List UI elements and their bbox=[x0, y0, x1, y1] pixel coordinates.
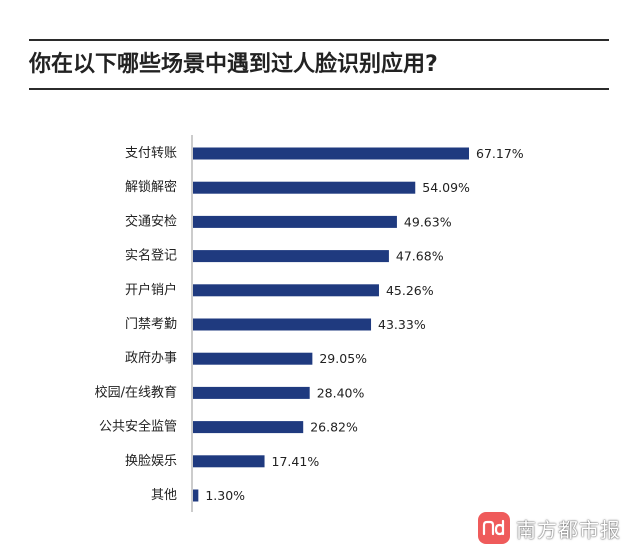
top-rule bbox=[29, 39, 609, 41]
category-label: 换脸娱乐 bbox=[125, 454, 177, 469]
bar bbox=[193, 147, 469, 160]
category-label: 开户销户 bbox=[125, 282, 177, 298]
watermark-text: 南方都市报 bbox=[516, 517, 621, 542]
bar bbox=[193, 386, 310, 399]
value-label: 54.09% bbox=[422, 180, 470, 195]
value-label: 29.05% bbox=[319, 351, 367, 366]
value-label: 1.30% bbox=[205, 488, 245, 503]
bar bbox=[193, 489, 199, 502]
value-label: 17.41% bbox=[272, 454, 320, 469]
category-label: 公共安全监管 bbox=[99, 419, 177, 435]
category-label: 门禁考勤 bbox=[125, 317, 177, 332]
value-label: 45.26% bbox=[386, 283, 434, 298]
value-label: 28.40% bbox=[317, 385, 365, 400]
category-label: 校园/在线教育 bbox=[95, 384, 177, 400]
category-label: 实名登记 bbox=[125, 248, 177, 264]
value-label: 26.82% bbox=[310, 420, 358, 435]
bar bbox=[193, 455, 265, 468]
bar bbox=[193, 215, 397, 228]
value-label: 49.63% bbox=[404, 214, 452, 229]
value-label: 67.17% bbox=[476, 146, 524, 161]
watermark: 南方都市报 bbox=[478, 511, 621, 545]
bar bbox=[193, 421, 304, 434]
value-label: 43.33% bbox=[378, 317, 426, 332]
nd-logo-icon bbox=[478, 512, 510, 544]
category-label: 政府办事 bbox=[125, 351, 177, 366]
bar bbox=[193, 318, 372, 331]
value-label: 47.68% bbox=[396, 249, 444, 264]
bar bbox=[193, 284, 379, 297]
bar bbox=[193, 181, 416, 194]
category-label: 交通安检 bbox=[125, 213, 177, 229]
category-label: 支付转账 bbox=[125, 146, 177, 161]
category-label: 解锁解密 bbox=[125, 179, 177, 195]
bar bbox=[193, 352, 313, 365]
chart-title: 你在以下哪些场景中遇到过人脸识别应用? bbox=[29, 52, 438, 77]
bar bbox=[193, 250, 389, 263]
category-label: 其他 bbox=[151, 488, 177, 503]
bottom-rule bbox=[29, 88, 609, 90]
